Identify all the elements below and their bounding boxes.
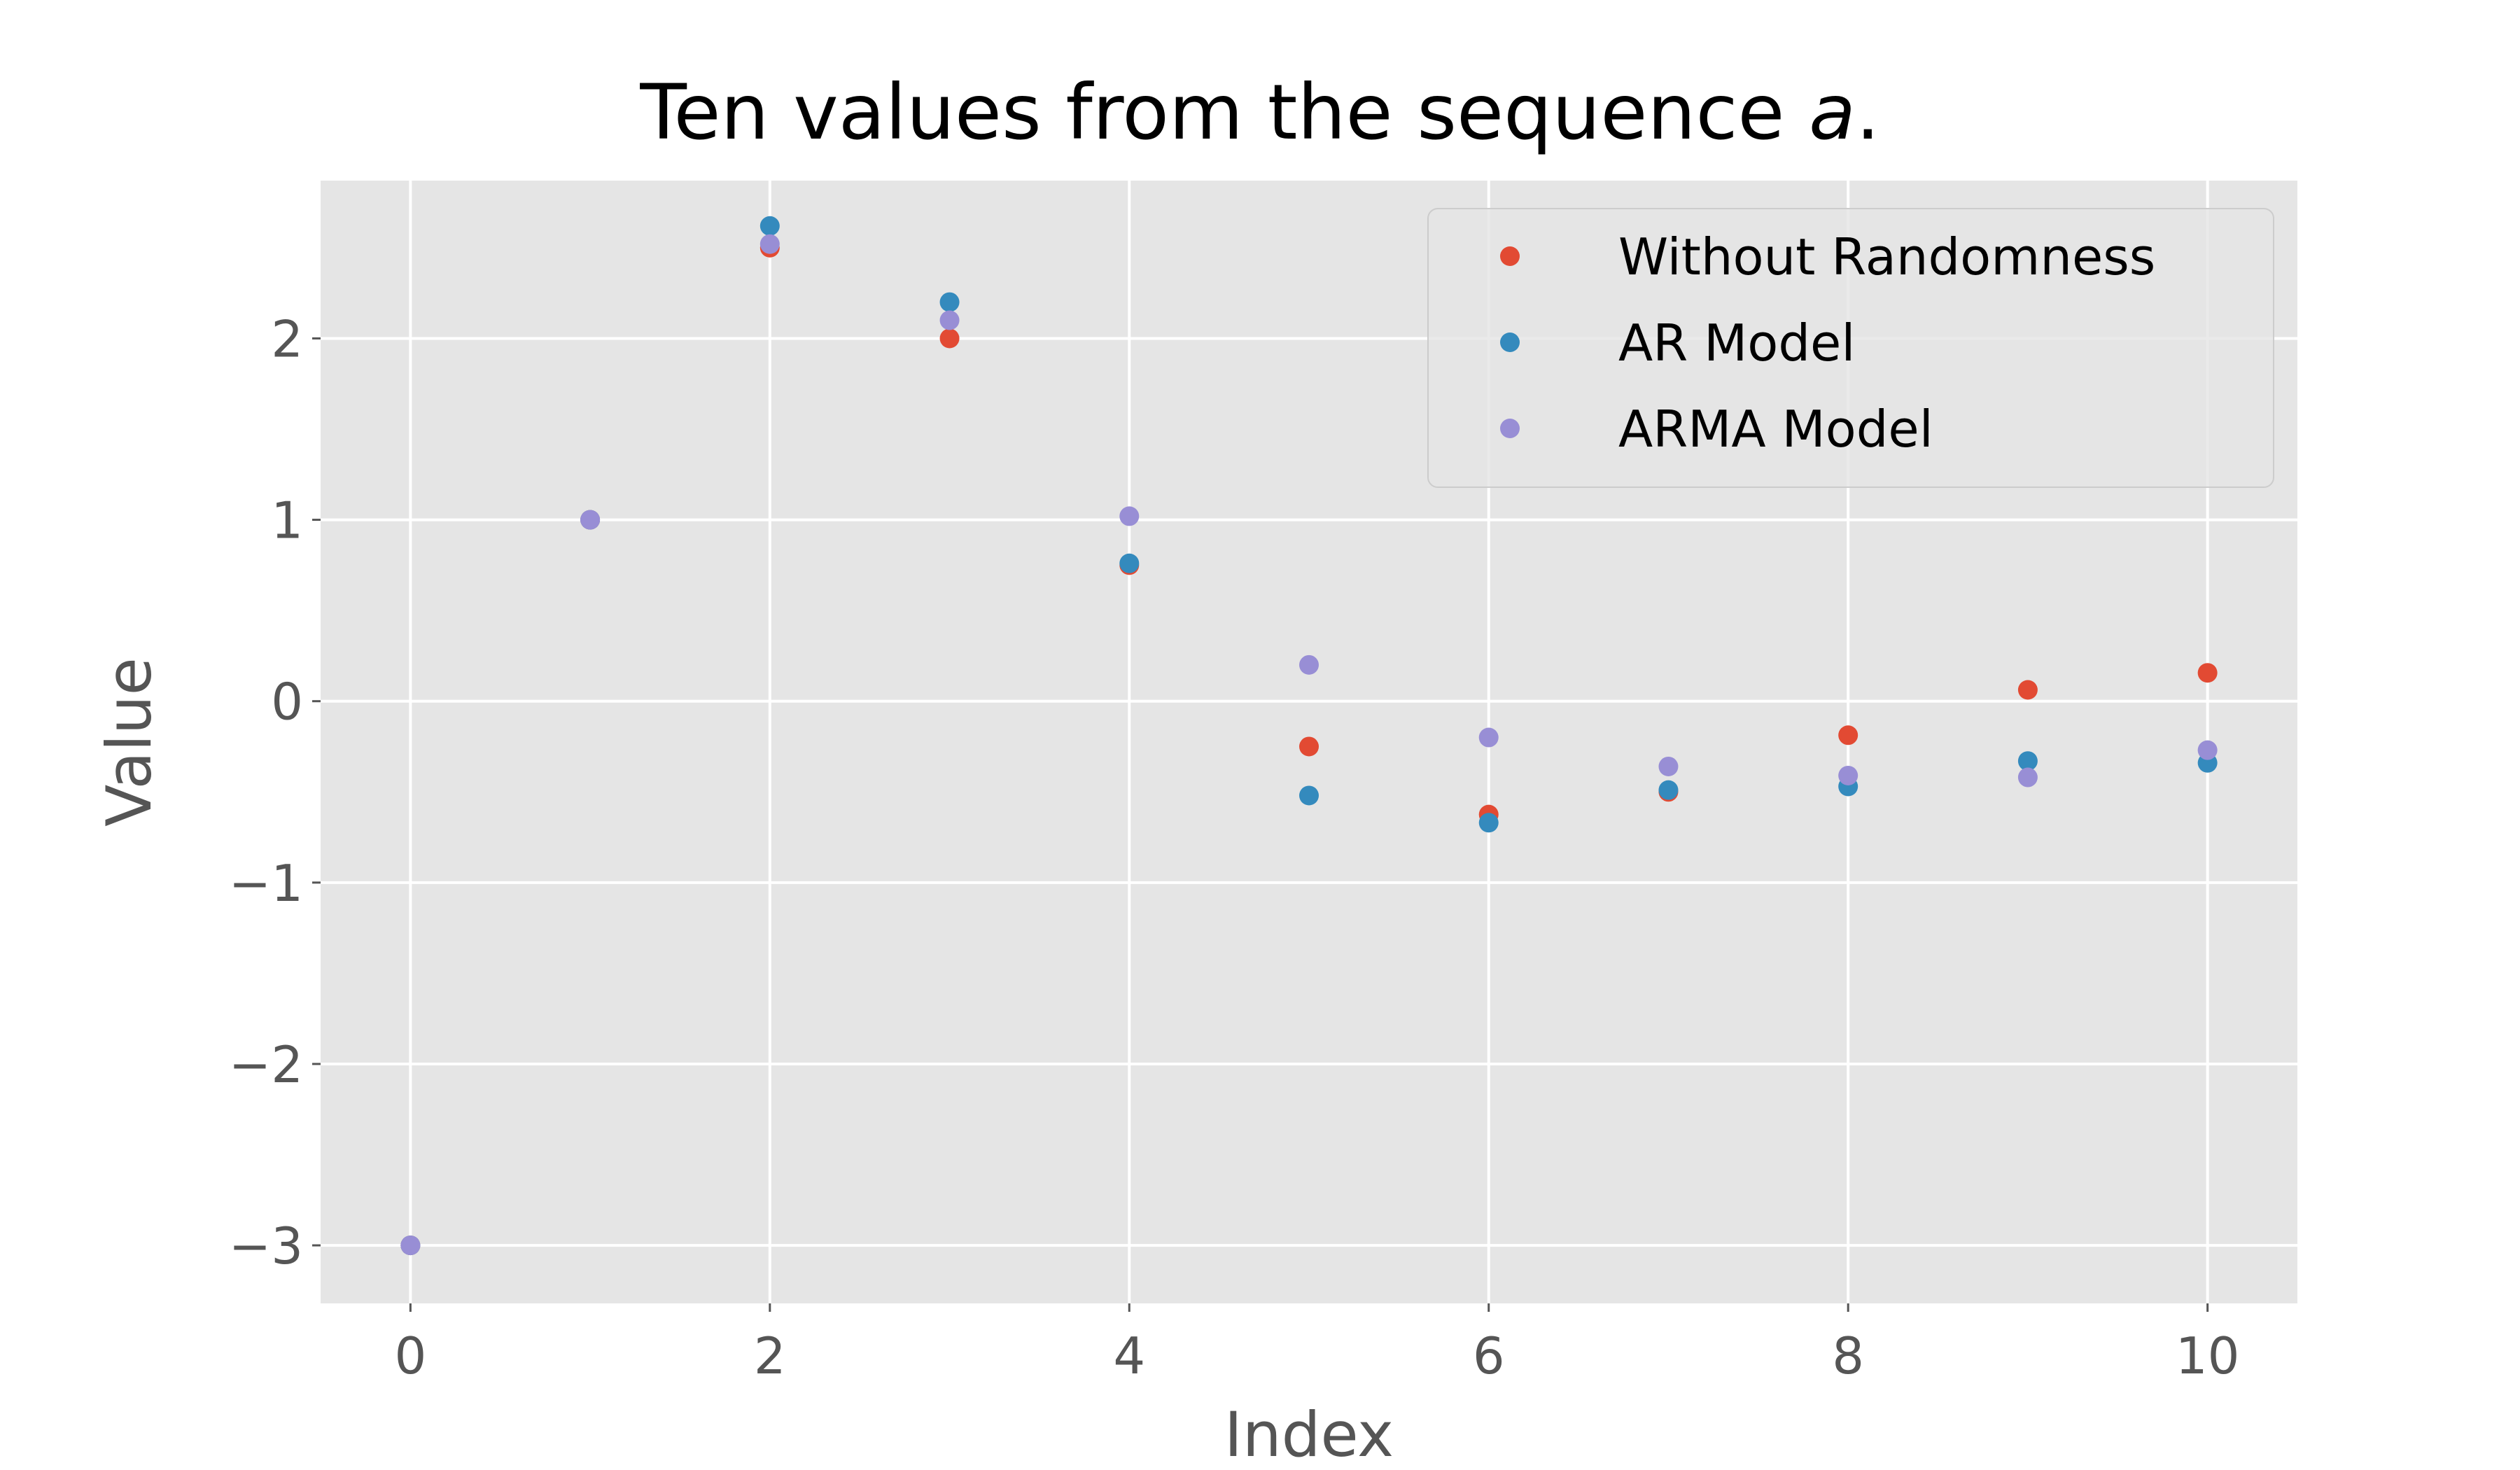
x-tick-label: 8: [1832, 1326, 1864, 1385]
data-point: [2017, 767, 2038, 788]
legend: Without Randomness AR Model ARMA Model: [1427, 208, 2274, 488]
series-3-points: [400, 234, 2218, 1256]
legend-marker: [1500, 246, 1520, 266]
x-tick-labels: 0 2 4 6 8 10: [394, 1326, 2239, 1385]
data-point: [1658, 756, 1679, 776]
data-point: [1658, 780, 1679, 800]
data-point: [2017, 680, 2038, 700]
x-tick-label: 0: [394, 1326, 426, 1385]
y-axis-label: Value: [93, 657, 165, 827]
data-point: [1299, 736, 1319, 757]
data-point: [2197, 740, 2218, 760]
legend-label: Without Randomness: [1618, 227, 2155, 286]
legend-marker: [1500, 332, 1520, 352]
data-point: [939, 310, 960, 330]
y-tick-label: −2: [229, 1035, 303, 1094]
y-tick-labels: −3 −2 −1 0 1 2: [229, 309, 303, 1275]
x-axis-label: Index: [1224, 1399, 1394, 1470]
y-tick-label: 0: [271, 673, 303, 732]
data-point: [1838, 725, 1858, 746]
data-point: [1299, 654, 1319, 675]
x-tick-label: 2: [754, 1326, 786, 1385]
y-tick-label: 1: [271, 491, 303, 550]
axis-ticks: [312, 337, 2209, 1312]
data-point: [1838, 765, 1858, 785]
legend-label: AR Model: [1618, 314, 1855, 372]
chart-title: Ten values from the sequence a.: [639, 68, 1879, 157]
x-tick-label: 6: [1473, 1326, 1505, 1385]
x-tick-label: 4: [1113, 1326, 1145, 1385]
data-points: [400, 216, 2218, 1256]
legend-box: [1427, 208, 2274, 488]
data-point: [1119, 553, 1140, 573]
legend-label: ARMA Model: [1618, 400, 1933, 458]
data-point: [1299, 785, 1319, 806]
data-point: [1478, 813, 1499, 833]
data-point: [2197, 663, 2218, 683]
data-point: [939, 292, 960, 312]
y-tick-label: 2: [271, 309, 303, 368]
data-point: [760, 216, 780, 236]
data-point: [1478, 727, 1499, 748]
y-tick-label: −3: [229, 1217, 303, 1275]
legend-marker: [1500, 419, 1520, 438]
data-point: [939, 328, 960, 349]
data-point: [580, 510, 601, 530]
y-tick-label: −1: [229, 854, 303, 913]
data-point: [760, 234, 780, 254]
data-point: [1119, 506, 1140, 526]
x-tick-label: 10: [2176, 1326, 2240, 1385]
data-point: [2017, 751, 2038, 771]
data-point: [400, 1236, 421, 1256]
legend-items: Without Randomness AR Model ARMA Model: [1500, 227, 2155, 458]
